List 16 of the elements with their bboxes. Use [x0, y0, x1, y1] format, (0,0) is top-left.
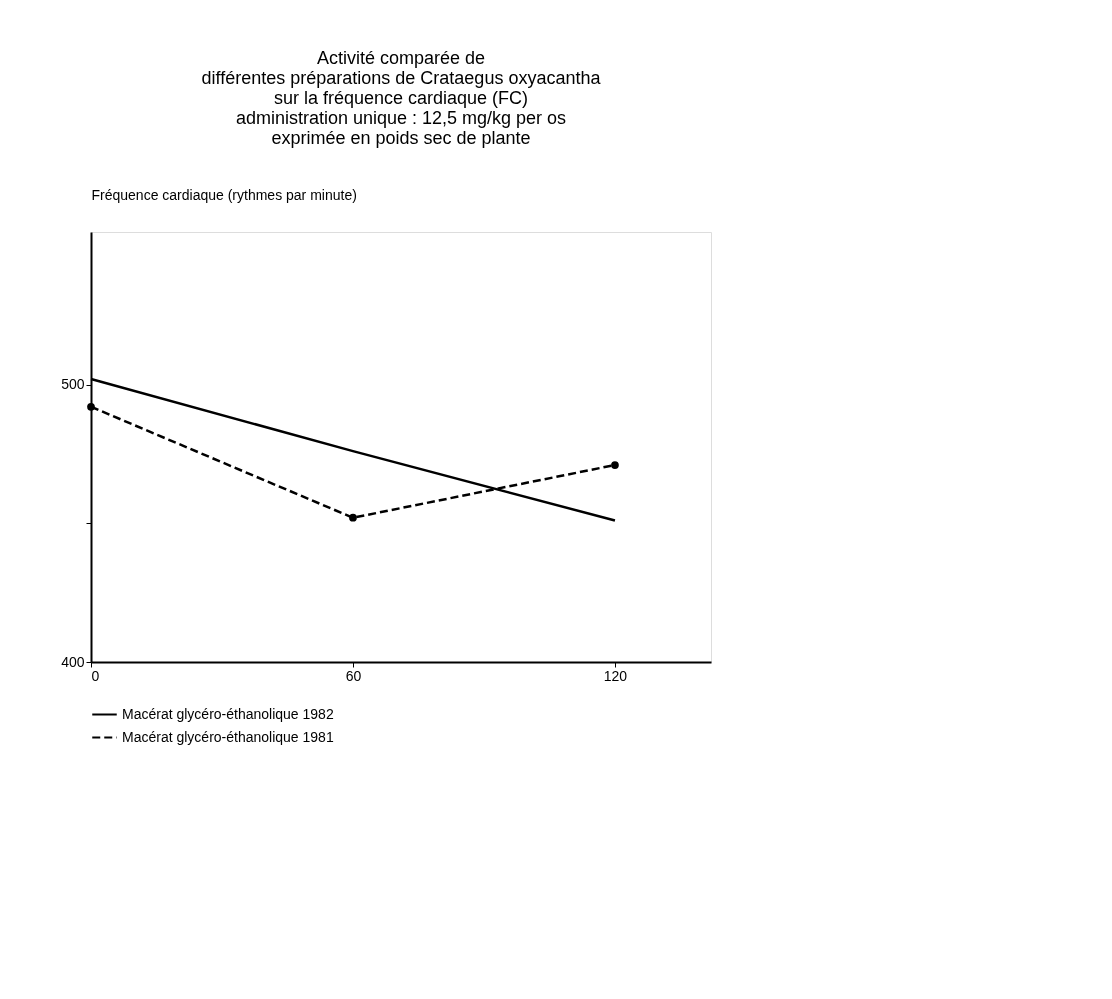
x-tick-label: 0 [91, 667, 100, 684]
x-tick-label: 60 [345, 667, 362, 684]
text: administration unique : 12,5 mg/kg per os [235, 108, 567, 128]
legend-label: Macérat glycéro-éthanolique 1982 [122, 705, 334, 722]
point [87, 402, 95, 411]
x-tick-label: 120 [603, 667, 628, 684]
y-tick-label: 400 [61, 653, 85, 670]
legend-label: Macérat glycéro-éthanolique 1981 [122, 728, 334, 745]
y-axis-title: Fréquence cardiaque (rythmes par minute) [91, 186, 357, 203]
text: sur la fréquence cardiaque (FC) [273, 88, 529, 108]
point [349, 513, 357, 522]
point [611, 461, 619, 469]
text: Activité comparée de [316, 48, 486, 68]
y-tick-label: 500 [61, 376, 85, 393]
text: différentes préparations de Crataegus oxyacantha [201, 68, 601, 88]
text: exprimée en poids sec de plante [271, 128, 531, 148]
